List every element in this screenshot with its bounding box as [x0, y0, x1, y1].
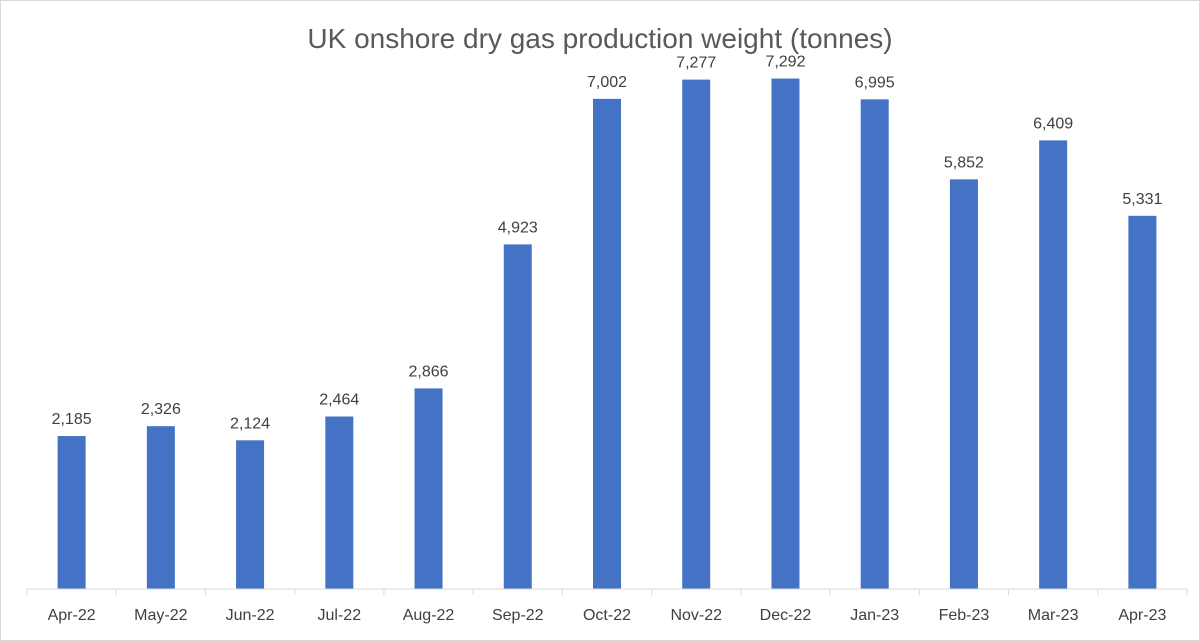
chart-title: UK onshore dry gas production weight (to… [307, 23, 893, 54]
bar [1039, 140, 1068, 589]
data-label: 2,185 [52, 411, 92, 428]
data-label: 5,852 [944, 154, 984, 171]
bar [236, 440, 265, 589]
bar [860, 99, 889, 589]
data-label: 2,124 [230, 415, 270, 432]
bars-group [57, 78, 1157, 590]
data-label: 7,292 [765, 54, 805, 71]
data-label: 2,464 [319, 392, 359, 409]
x-tick-label: Mar-23 [1028, 607, 1079, 624]
data-labels-group: 2,185 2,326 2,124 2,464 2,866 4,923 7,002 7,277… [52, 54, 1163, 433]
bar [57, 436, 86, 589]
data-label: 6,995 [855, 74, 895, 91]
x-tick-label: Apr-22 [48, 607, 96, 624]
bar [593, 98, 621, 590]
x-tick-label: Jan-23 [850, 607, 899, 624]
x-tick-label: Sep-22 [492, 607, 544, 624]
x-tick-label: Nov-22 [670, 607, 722, 624]
data-label: 4,923 [498, 219, 538, 236]
bar [503, 244, 532, 589]
bar [949, 179, 978, 590]
x-tick-label: Apr-23 [1118, 607, 1166, 624]
x-axis: Apr-22 May-22 Jun-22 Jul-22 Aug-22 Sep-22 Oct-… [26, 588, 1188, 624]
x-tick-label: Aug-22 [403, 607, 455, 624]
data-label: 6,409 [1033, 115, 1073, 132]
bar [414, 388, 443, 589]
bar [771, 78, 800, 589]
data-label: 5,331 [1122, 191, 1162, 208]
x-tick-label: May-22 [134, 607, 187, 624]
bar [146, 426, 175, 589]
bar [325, 416, 354, 589]
data-label: 2,326 [141, 401, 181, 418]
bar [1128, 215, 1157, 589]
x-tick-label: Dec-22 [760, 607, 812, 624]
x-tick-label: Feb-23 [939, 607, 990, 624]
data-label: 7,277 [676, 55, 716, 72]
data-label: 7,002 [587, 74, 627, 91]
data-label: 2,866 [409, 363, 449, 380]
x-tick-label: Jun-22 [226, 607, 275, 624]
x-tick-label: Oct-22 [583, 607, 631, 624]
x-tick-label: Jul-22 [318, 607, 362, 624]
bar [682, 79, 711, 590]
